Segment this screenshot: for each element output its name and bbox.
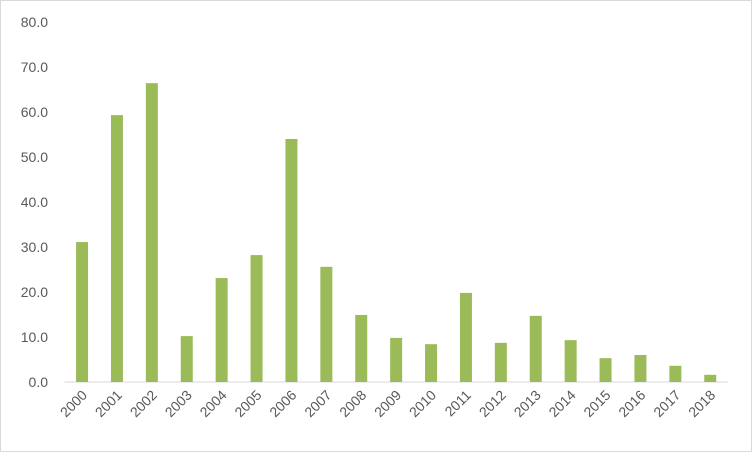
y-tick-label: 60.0 xyxy=(21,104,48,120)
bar xyxy=(355,314,368,382)
bar xyxy=(320,266,333,382)
bar xyxy=(390,337,403,382)
y-tick-label: 40.0 xyxy=(21,194,48,210)
bar xyxy=(459,292,472,382)
bar xyxy=(110,115,123,383)
bar xyxy=(425,344,438,382)
bar xyxy=(634,355,647,382)
bar xyxy=(76,242,89,382)
bar xyxy=(704,374,717,382)
y-tick-label: 70.0 xyxy=(21,59,48,75)
bar xyxy=(529,315,542,382)
bar xyxy=(145,83,158,382)
y-tick-label: 80.0 xyxy=(21,14,48,30)
y-tick-label: 0.0 xyxy=(29,374,49,390)
y-tick-label: 20.0 xyxy=(21,284,48,300)
bar xyxy=(564,340,577,382)
bar xyxy=(494,342,507,382)
y-tick-label: 30.0 xyxy=(21,239,48,255)
y-tick-label: 50.0 xyxy=(21,149,48,165)
bar xyxy=(180,336,193,382)
bar xyxy=(285,139,298,382)
bar xyxy=(215,278,228,382)
bar xyxy=(599,358,612,382)
bar xyxy=(669,365,682,382)
y-tick-label: 10.0 xyxy=(21,329,48,345)
bar xyxy=(250,255,263,382)
